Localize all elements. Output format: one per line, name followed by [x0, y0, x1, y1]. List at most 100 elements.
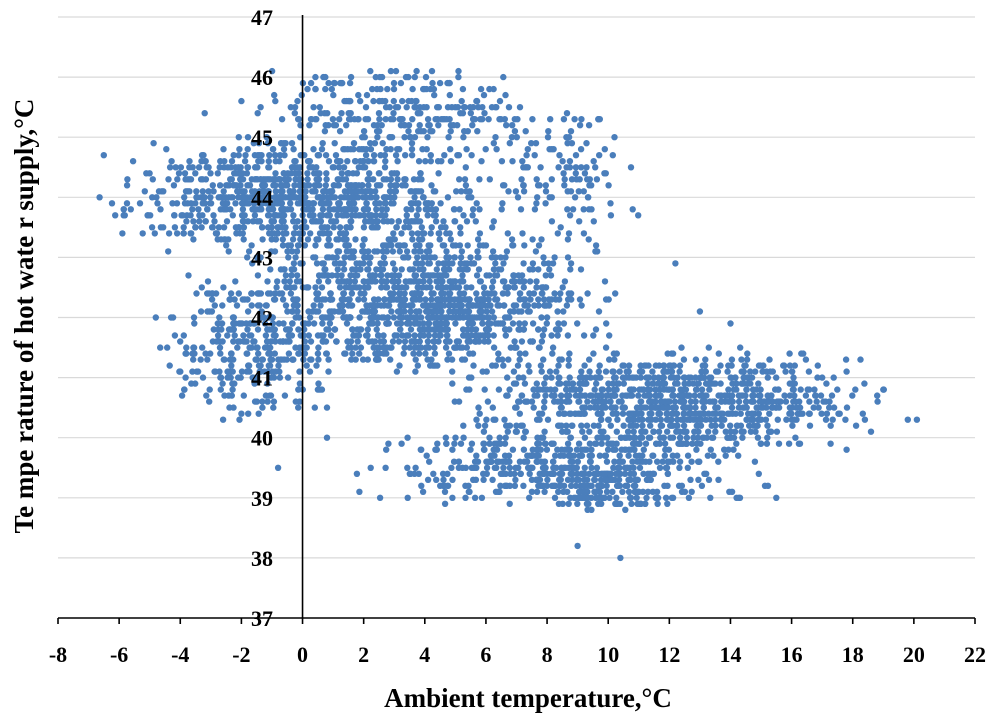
data-point [692, 404, 699, 411]
data-point [465, 320, 472, 327]
data-point [528, 488, 536, 495]
data-point [586, 428, 593, 435]
data-point [608, 476, 615, 483]
data-point [458, 97, 465, 105]
data-point [749, 416, 757, 423]
data-point [668, 368, 676, 375]
data-point [376, 116, 383, 123]
data-point [542, 302, 549, 309]
data-point [572, 152, 580, 159]
data-point [373, 326, 380, 333]
data-point [234, 344, 241, 351]
data-point [773, 374, 780, 381]
data-point [506, 500, 513, 507]
data-point [605, 182, 612, 189]
x-tick-label: 18 [842, 642, 864, 667]
data-point [603, 482, 610, 489]
data-point [372, 212, 379, 219]
data-point [591, 476, 598, 483]
data-point [177, 338, 184, 345]
data-point [360, 158, 367, 165]
data-point [326, 308, 333, 315]
data-point [449, 260, 456, 267]
data-point [372, 350, 379, 357]
y-tick-label: 45 [251, 125, 273, 150]
data-point [702, 356, 709, 363]
data-point [474, 236, 482, 243]
data-point [571, 194, 579, 201]
data-point [282, 182, 290, 189]
data-point [306, 164, 313, 171]
data-point [813, 398, 820, 405]
data-point [320, 332, 327, 339]
data-point [401, 224, 408, 231]
data-point [213, 338, 220, 345]
data-point [344, 158, 351, 165]
data-point [398, 266, 405, 273]
data-point [380, 194, 388, 201]
data-point [388, 308, 395, 315]
data-point [376, 494, 384, 501]
data-point [188, 230, 195, 237]
data-point [399, 332, 406, 339]
data-point [685, 494, 693, 501]
data-point [786, 392, 794, 399]
data-point [458, 248, 466, 255]
data-point [560, 482, 568, 489]
data-point [399, 182, 406, 189]
data-point [390, 230, 397, 237]
data-point [183, 350, 190, 357]
data-point [210, 326, 217, 333]
data-point [702, 416, 710, 423]
data-point [417, 170, 424, 177]
data-point [238, 200, 246, 207]
data-point [533, 488, 541, 495]
data-point [315, 356, 322, 363]
data-point [452, 434, 459, 441]
data-point [681, 488, 689, 495]
data-point [478, 302, 485, 309]
data-point [254, 272, 262, 279]
data-point [362, 152, 370, 159]
data-point [701, 470, 708, 477]
data-point [266, 164, 273, 171]
data-point [432, 206, 440, 213]
data-point [367, 188, 374, 195]
data-point [385, 302, 393, 309]
data-point [166, 164, 174, 171]
data-point [292, 254, 299, 261]
data-point [264, 368, 272, 375]
data-point [576, 296, 584, 303]
data-point [764, 482, 772, 489]
data-point [204, 206, 211, 213]
data-point [275, 320, 283, 327]
data-point [823, 410, 831, 417]
data-point [563, 422, 570, 429]
data-point [304, 236, 312, 243]
data-point [662, 368, 669, 375]
data-point [406, 320, 413, 327]
data-point [387, 176, 395, 183]
data-point [574, 500, 581, 507]
data-point [290, 212, 297, 219]
data-point [270, 404, 277, 411]
data-point [391, 278, 398, 285]
data-point [441, 260, 448, 267]
data-point [281, 392, 289, 399]
data-point [551, 494, 559, 501]
data-point [183, 218, 190, 225]
data-point [294, 218, 301, 225]
data-point [563, 110, 571, 117]
data-point [452, 242, 459, 249]
data-point [764, 422, 771, 429]
data-point [235, 188, 243, 195]
data-point [319, 272, 326, 279]
data-point [630, 428, 637, 435]
data-point [593, 440, 600, 447]
data-point [473, 290, 480, 297]
data-point [749, 386, 757, 393]
data-point [303, 362, 310, 369]
data-point [718, 422, 725, 429]
data-point [586, 470, 593, 477]
data-point [625, 362, 633, 369]
